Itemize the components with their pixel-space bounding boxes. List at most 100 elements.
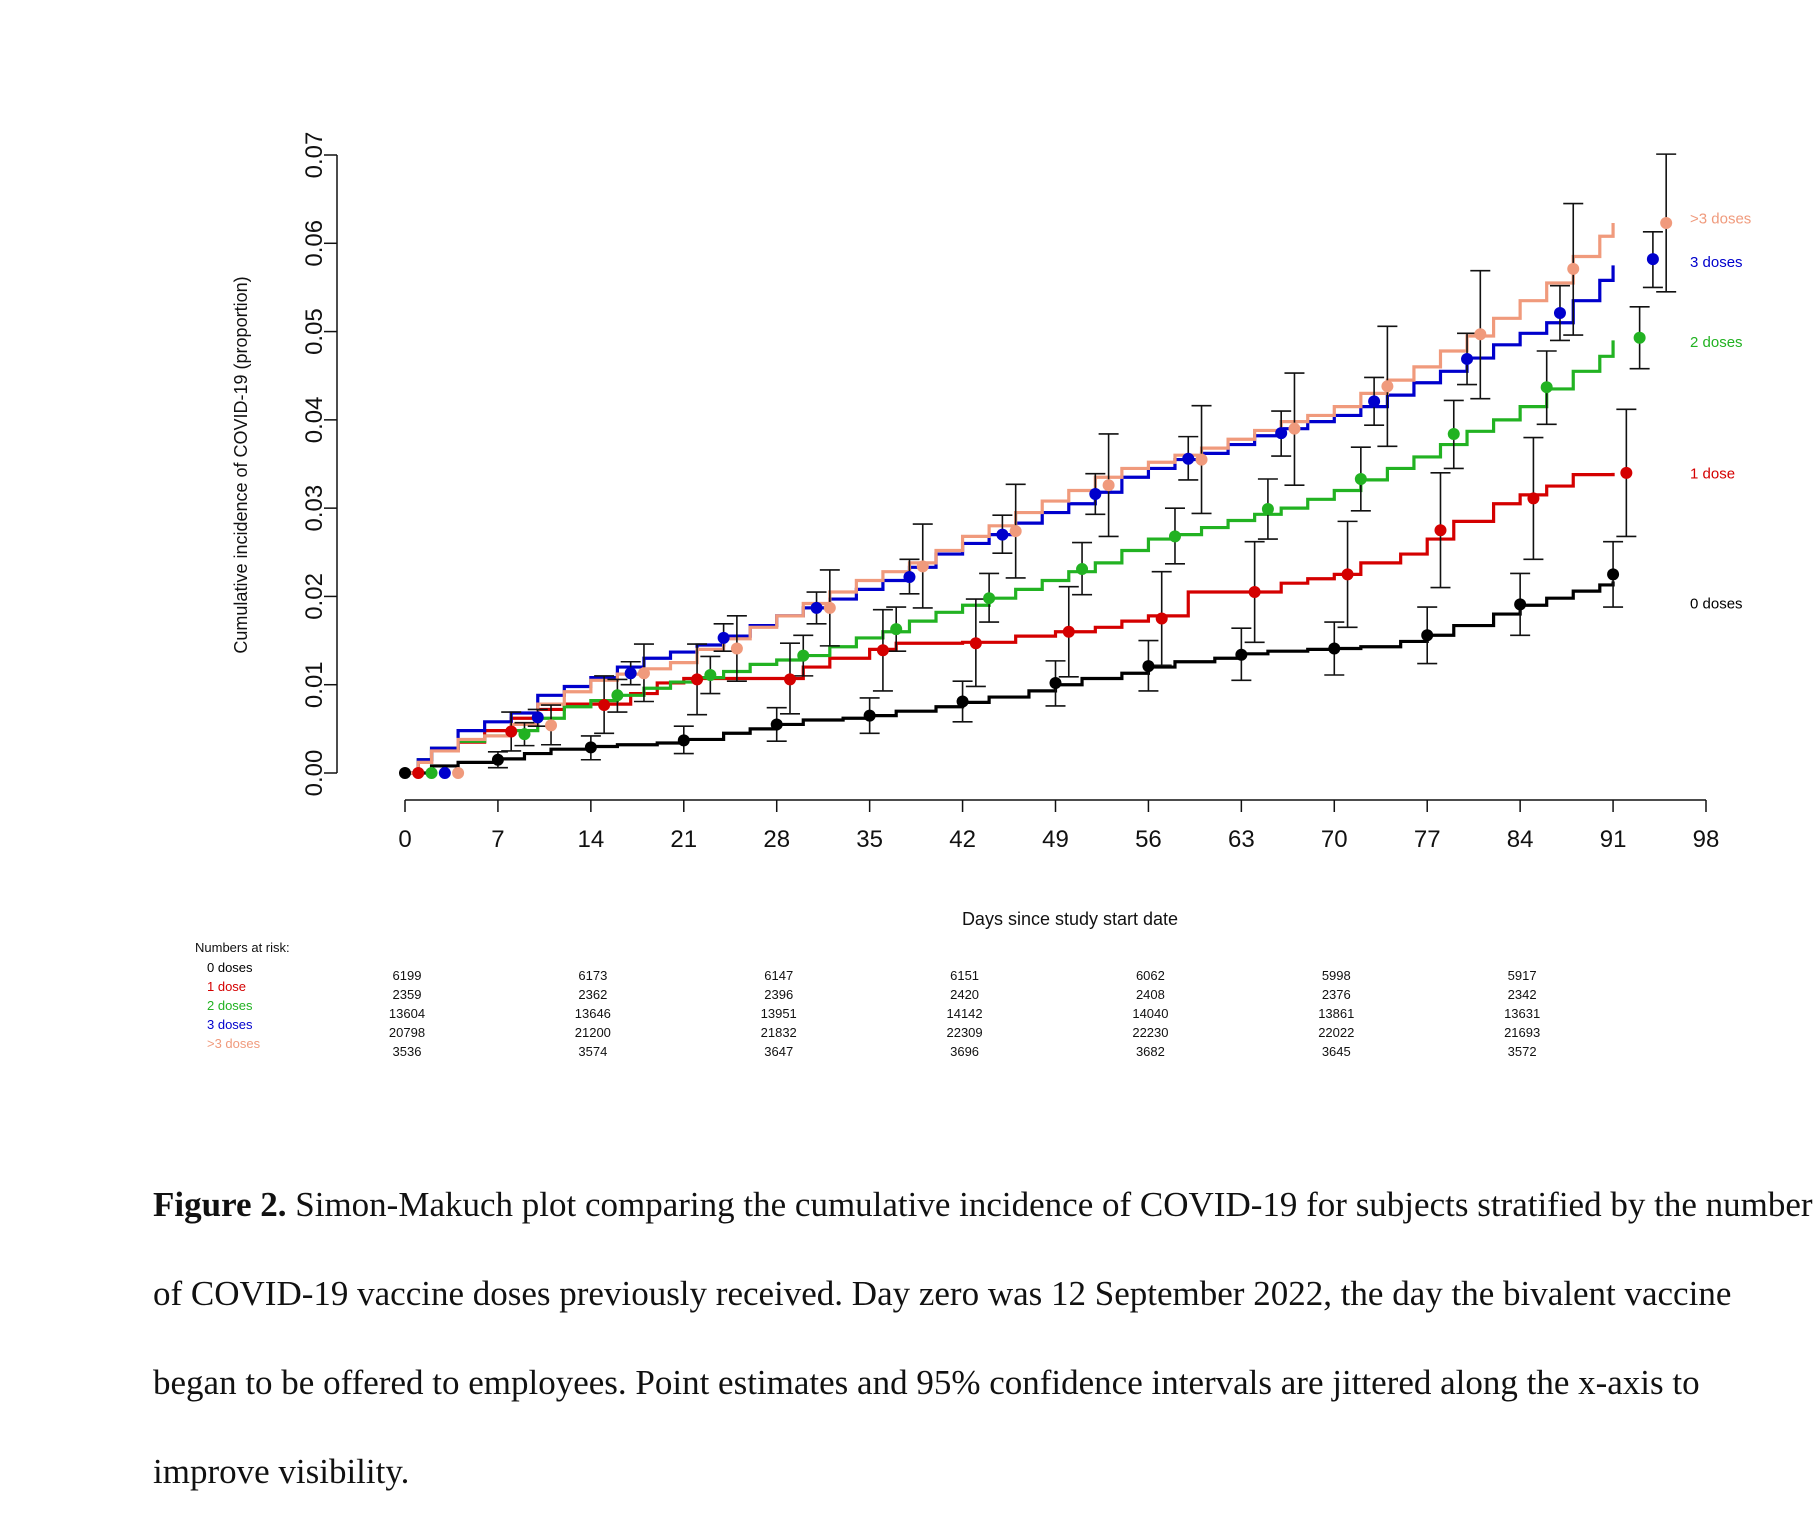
point-3-doses [1182, 452, 1195, 465]
point-gt3-doses [1474, 328, 1487, 341]
point-0-doses [399, 767, 411, 779]
caption-label: Figure 2. [153, 1185, 287, 1224]
x-tick-label: 91 [1600, 826, 1627, 853]
point-2-doses [518, 728, 531, 741]
x-tick-label: 7 [491, 826, 504, 853]
point-gt3-doses [1288, 422, 1301, 435]
point-0-doses [1607, 568, 1620, 581]
point-gt3-doses [1660, 216, 1673, 229]
risk-value: 5998 [1322, 968, 1351, 983]
point-1-dose [876, 644, 889, 657]
risk-value: 2362 [578, 987, 607, 1002]
point-1-dose [1341, 568, 1354, 581]
x-tick-label: 70 [1321, 826, 1348, 853]
risk-value: 2396 [764, 987, 793, 1002]
point-3-doses [810, 601, 823, 614]
series-line-1-dose [405, 472, 1615, 775]
point-2-doses [1447, 427, 1460, 440]
x-tick-label: 56 [1135, 826, 1162, 853]
y-tick-label: 0.01 [301, 661, 328, 708]
risk-row-label-2-doses: 2 doses [207, 998, 253, 1013]
point-1-dose [1527, 492, 1540, 505]
point-0-doses [1235, 648, 1248, 661]
point-1-dose [969, 637, 982, 650]
x-tick-label: 42 [949, 826, 976, 853]
risk-value: 3536 [393, 1044, 422, 1059]
risk-value: 3574 [578, 1044, 607, 1059]
risk-value: 6151 [950, 968, 979, 983]
point-3-doses [1553, 307, 1566, 320]
risk-value: 6199 [393, 968, 422, 983]
series-line-2-doses [405, 340, 1615, 775]
risk-value: 3682 [1136, 1044, 1165, 1059]
point-gt3-doses [1567, 262, 1580, 275]
point-0-doses [1328, 642, 1341, 655]
risk-value: 6062 [1136, 968, 1165, 983]
point-1-dose [1434, 524, 1447, 537]
risk-value: 22022 [1318, 1025, 1354, 1040]
point-gt3-doses [452, 767, 465, 779]
risk-value: 21693 [1504, 1025, 1540, 1040]
point-3-doses [1089, 488, 1102, 501]
point-2-doses [1540, 381, 1553, 394]
point-0-doses [1142, 660, 1155, 673]
point-gt3-doses [1102, 479, 1115, 492]
series-label-2-doses: 2 doses [1690, 334, 1743, 351]
risk-value: 21200 [575, 1025, 611, 1040]
risk-value: 3696 [950, 1044, 979, 1059]
y-tick-label: 0.06 [301, 220, 328, 267]
risk-value: 14040 [1132, 1006, 1168, 1021]
point-gt3-doses [545, 719, 558, 732]
series-line-0-doses [405, 581, 1615, 775]
risk-row-label-gt3-doses: >3 doses [207, 1036, 261, 1051]
point-3-doses [438, 767, 451, 779]
point-0-doses [956, 695, 969, 708]
series-line-gt3-doses [405, 222, 1615, 775]
risk-row-label-3-doses: 3 doses [207, 1017, 253, 1032]
point-gt3-doses [916, 560, 929, 573]
point-gt3-doses [637, 667, 650, 680]
series-label-3-doses: 3 doses [1690, 254, 1743, 271]
point-0-doses [770, 718, 783, 731]
error-bars [487, 153, 1677, 769]
point-2-doses [983, 592, 996, 605]
point-0-doses [1421, 629, 1434, 642]
risk-value: 13604 [389, 1006, 425, 1021]
series-labels: 0 doses 1 dose 2 doses 3 doses >3 doses [1690, 211, 1751, 613]
point-2-doses [425, 767, 438, 779]
risk-value: 13951 [761, 1006, 797, 1021]
point-2-doses [1354, 473, 1367, 486]
point-0-doses [1049, 676, 1062, 689]
risk-value: 13861 [1318, 1006, 1354, 1021]
point-3-doses [903, 571, 916, 584]
series-label-gt3-doses: >3 doses [1690, 211, 1751, 228]
point-1-dose [598, 699, 611, 712]
risk-value: 2359 [393, 987, 422, 1002]
x-tick-label: 0 [398, 826, 411, 853]
risk-value: 3572 [1508, 1044, 1537, 1059]
risk-value: 2408 [1136, 987, 1165, 1002]
risk-value: 2376 [1322, 987, 1351, 1002]
point-3-doses [1461, 352, 1474, 365]
y-tick-label: 0.00 [301, 750, 328, 797]
series-label-1-dose: 1 dose [1690, 466, 1735, 483]
x-tick-label: 21 [670, 826, 697, 853]
risk-value: 6173 [578, 968, 607, 983]
point-2-doses [1076, 563, 1089, 576]
risk-value: 21832 [761, 1025, 797, 1040]
risk-value: 22230 [1132, 1025, 1168, 1040]
point-0-doses [1514, 598, 1527, 611]
point-1-dose [1062, 625, 1075, 638]
x-tick-label: 49 [1042, 826, 1069, 853]
y-axis: 0.00 0.01 0.02 0.03 0.04 0.05 0.06 0.07 [301, 132, 338, 797]
point-1-dose [783, 673, 796, 686]
x-tick-label: 77 [1414, 826, 1441, 853]
point-3-doses [624, 667, 637, 680]
risk-value: 2342 [1508, 987, 1537, 1002]
caption-text: Simon-Makuch plot comparing the cumulati… [153, 1185, 1813, 1491]
x-tick-label: 98 [1693, 826, 1720, 853]
risk-value: 22309 [946, 1025, 982, 1040]
point-gt3-doses [1009, 525, 1022, 538]
y-tick-label: 0.02 [301, 573, 328, 620]
point-3-doses [531, 711, 544, 724]
